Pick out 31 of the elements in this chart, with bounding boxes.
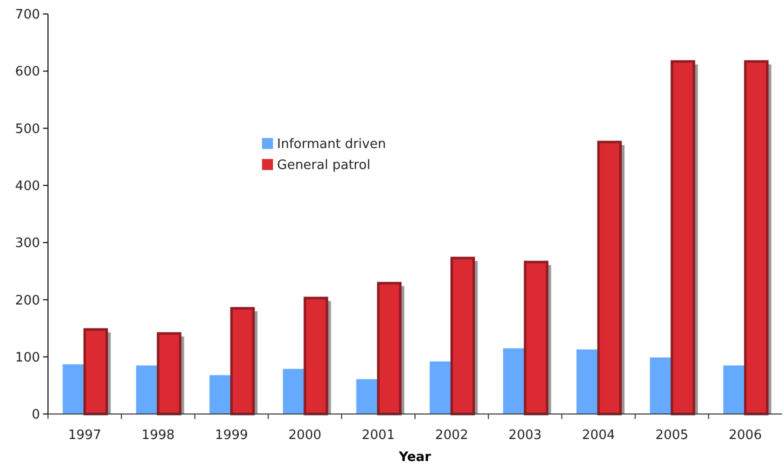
- legend-label: General patrol: [277, 158, 370, 173]
- y-tick-label: 600: [15, 64, 40, 80]
- x-tick-label: 1999: [214, 428, 248, 443]
- y-tick-label: 300: [15, 236, 40, 252]
- bar: [209, 375, 232, 414]
- y-tick-label: 500: [15, 122, 40, 137]
- bar: [650, 357, 672, 414]
- bar: [503, 348, 526, 414]
- bar: [282, 368, 305, 414]
- x-axis-title: Year: [398, 450, 432, 465]
- bar: [430, 361, 452, 414]
- y-tick-label: 0: [32, 408, 40, 423]
- x-tick-label: 2006: [728, 428, 762, 443]
- x-tick-label: 1998: [142, 428, 175, 443]
- y-tick-label: 700: [15, 8, 40, 23]
- x-tick-label: 2001: [362, 428, 395, 443]
- y-tick-label: 400: [15, 178, 40, 194]
- bar: [576, 349, 598, 414]
- x-tick-label: 2004: [582, 428, 616, 443]
- bar: [62, 364, 85, 414]
- legend-label: Informant driven: [277, 137, 386, 152]
- y-tick-label: 200: [15, 293, 40, 308]
- bar: [136, 365, 158, 414]
- x-tick-label: 2000: [288, 428, 322, 443]
- bar: [723, 365, 746, 414]
- x-tick-label: 1997: [68, 428, 102, 443]
- x-tick-label: 2002: [435, 428, 468, 443]
- x-tick-label: 2003: [508, 428, 542, 443]
- x-tick-label: 2005: [655, 428, 688, 443]
- bar: [356, 379, 378, 414]
- y-tick-label: 100: [15, 350, 40, 366]
